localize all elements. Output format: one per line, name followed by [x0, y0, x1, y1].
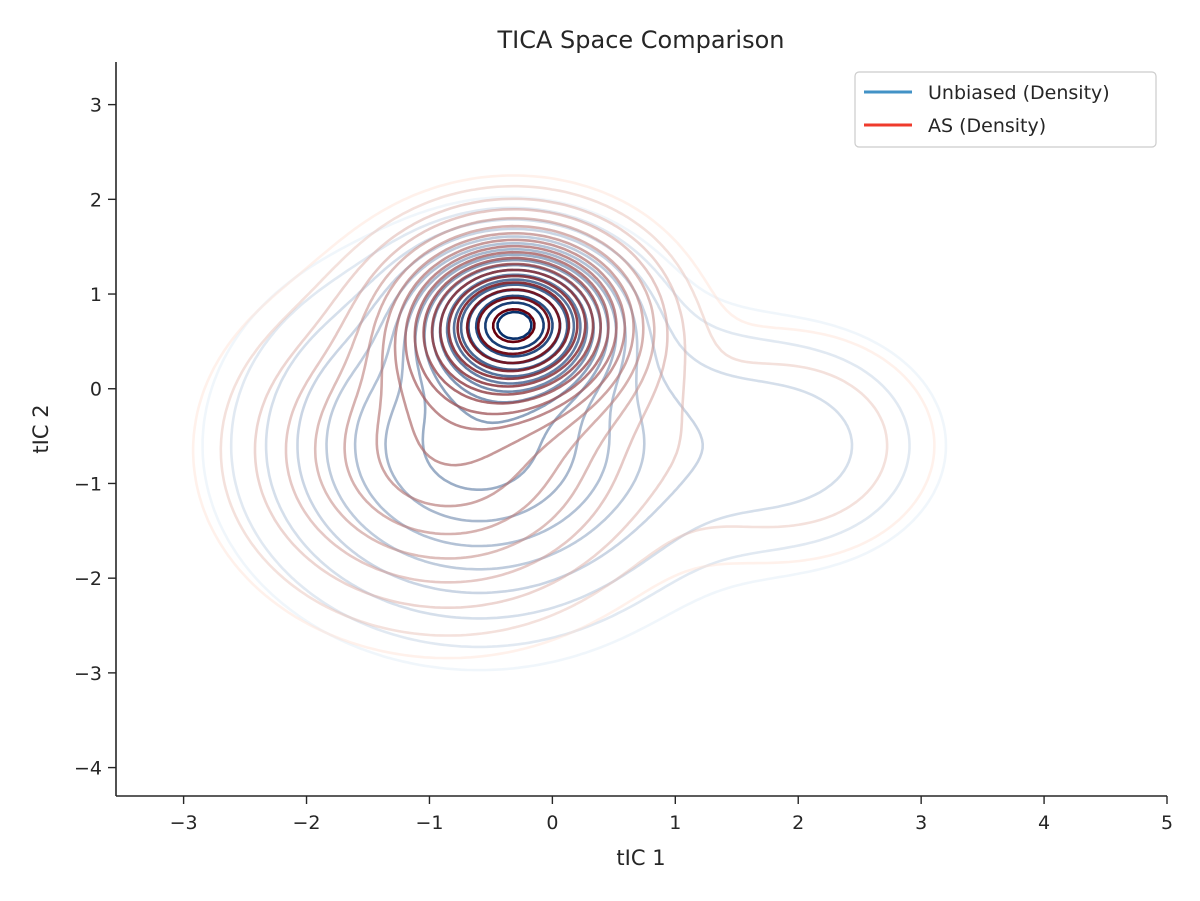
- contour-level: [430, 262, 595, 396]
- contour-level: [313, 216, 656, 560]
- contour-level: [375, 232, 635, 508]
- as-density-contours: [191, 174, 936, 660]
- contour-level: [201, 195, 948, 672]
- legend: Unbiased (Density) AS (Density): [854, 71, 1157, 148]
- legend-box: [854, 71, 1157, 148]
- x-tick-label: 4: [1038, 812, 1050, 834]
- contour-level: [393, 238, 627, 467]
- contour-level: [191, 174, 936, 660]
- x-tick-label: −2: [293, 812, 321, 834]
- contour-level: [476, 296, 551, 356]
- x-tick-label: 1: [669, 812, 681, 834]
- contour-level: [447, 274, 579, 381]
- y-tick-label: 3: [90, 95, 102, 117]
- contour-level: [284, 208, 669, 584]
- contour-level: [229, 206, 911, 649]
- legend-label-as: AS (Density): [928, 115, 1046, 137]
- y-tick-label: −3: [74, 663, 102, 685]
- contour-level: [253, 197, 687, 609]
- y-tick-label: −2: [74, 568, 102, 590]
- chart-title: TICA Space Comparison: [496, 26, 784, 54]
- x-tick-label: 5: [1161, 812, 1173, 834]
- contour-level: [413, 250, 610, 416]
- y-tick-label: −1: [74, 473, 102, 495]
- x-axis-ticks: −3 −2 −1 0 1 2 3 4 5: [170, 796, 1173, 834]
- contour-level: [422, 256, 602, 405]
- contour-level: [343, 224, 645, 536]
- contour-level: [452, 278, 576, 378]
- contour-level: [484, 301, 545, 351]
- x-tick-label: −1: [415, 812, 443, 834]
- y-tick-label: 2: [90, 189, 102, 211]
- y-tick-label: 1: [90, 284, 102, 306]
- contour-level: [474, 294, 554, 358]
- contour-level: [439, 268, 587, 388]
- y-tick-label: 0: [90, 379, 102, 401]
- x-tick-label: 3: [915, 812, 927, 834]
- y-tick-label: −4: [74, 758, 102, 780]
- contour-plot-area: [191, 174, 948, 672]
- y-axis-ticks: −4 −3 −2 −1 0 1 2 3: [74, 95, 116, 780]
- contour-level: [496, 310, 533, 340]
- contour-level: [465, 288, 562, 365]
- contour-level: [219, 184, 889, 637]
- y-axis-label: tIC 2: [29, 404, 53, 453]
- contour-level: [491, 308, 536, 344]
- legend-label-unbiased: Unbiased (Density): [928, 82, 1110, 104]
- contour-level: [404, 244, 618, 431]
- x-tick-label: 0: [546, 812, 558, 834]
- contour-level: [456, 281, 571, 373]
- x-tick-label: −3: [170, 812, 198, 834]
- x-axis-label: tIC 1: [616, 846, 665, 870]
- x-tick-label: 2: [792, 812, 804, 834]
